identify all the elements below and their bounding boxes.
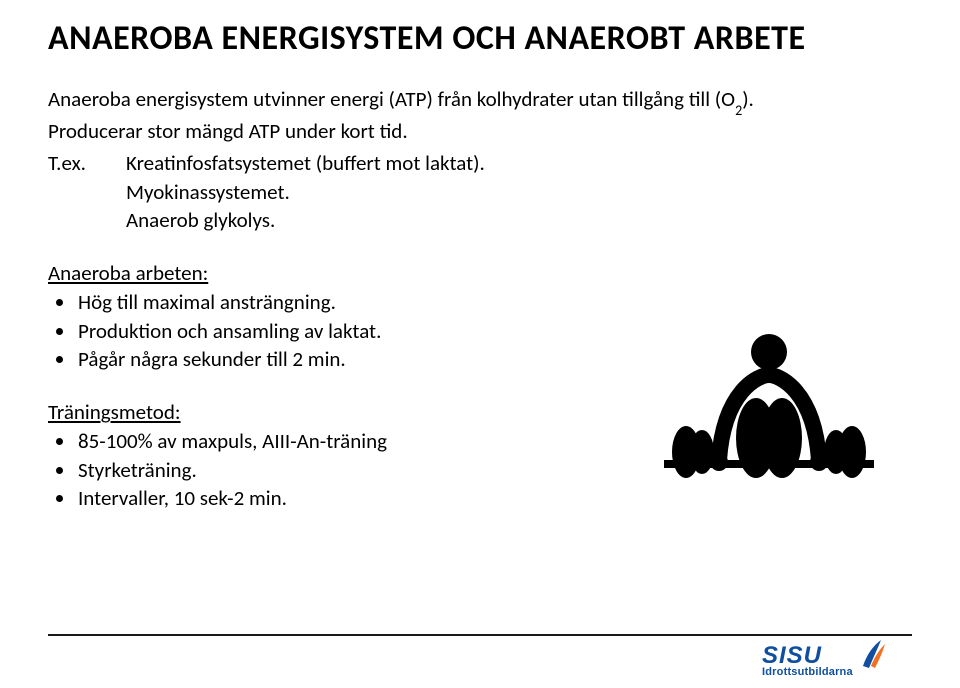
logo-sub-text: Idrottsutbildarna <box>762 666 853 678</box>
method-bullet: Intervaller, 10 sek-2 min. <box>76 484 912 512</box>
slide-page: ANAEROBA ENERGISYSTEM OCH ANAEROBT ARBET… <box>0 0 960 688</box>
intro-line-2: Producerar stor mängd ATP under kort tid… <box>48 117 912 145</box>
examples-label: T.ex. <box>48 149 126 234</box>
work-section-title: Anaeroba arbeten: <box>48 260 912 286</box>
intro-line-1-tail: ). <box>742 86 754 112</box>
o2-subscript: 2 <box>735 102 742 119</box>
page-title: ANAEROBA ENERGISYSTEM OCH ANAEROBT ARBET… <box>48 18 912 59</box>
weightlifting-icon <box>664 320 874 480</box>
logo-mark-icon <box>859 636 887 672</box>
work-bullet: Hög till maximal ansträngning. <box>76 288 912 316</box>
example-item: Anaerob glykolys. <box>126 206 485 234</box>
intro-line-1-head: Anaeroba energisystem utvinner energi (A… <box>48 86 735 112</box>
intro-paragraph: Anaeroba energisystem utvinner energi (A… <box>48 85 912 145</box>
example-item: Kreatinfosfatsystemet (buffert mot lakta… <box>126 149 485 177</box>
logo-main-text: SISU <box>762 646 853 666</box>
example-item: Myokinassystemet. <box>126 178 485 206</box>
sisu-logo: SISU Idrottsutbildarna <box>762 632 912 678</box>
examples-block: T.ex. Kreatinfosfatsystemet (buffert mot… <box>48 149 912 234</box>
